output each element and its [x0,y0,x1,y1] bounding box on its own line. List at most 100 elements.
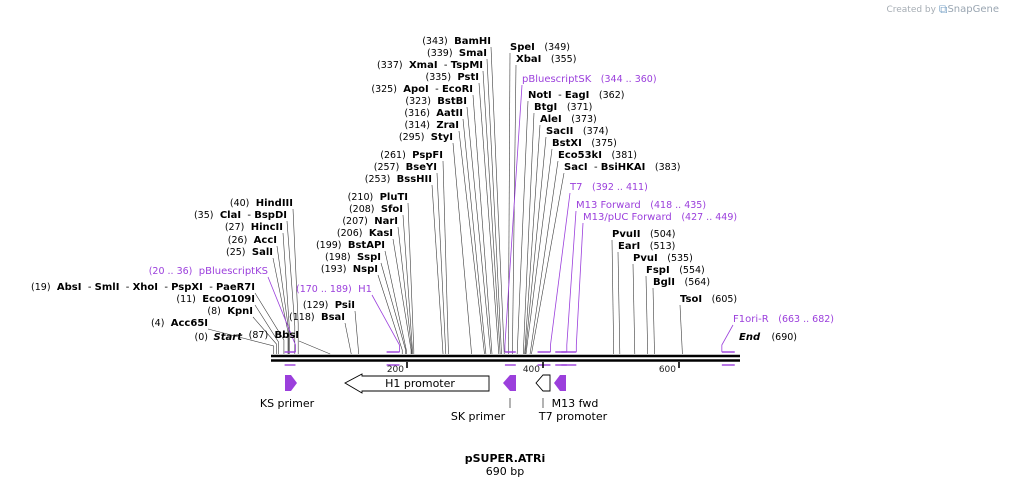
enzyme-nari[interactable]: NarI [374,216,398,227]
site-label-pvuii[interactable]: PvuII (504) [612,229,676,240]
site-label-bamhi[interactable]: (343) BamHI [422,36,491,47]
enzyme-pvuii[interactable]: PvuII [612,229,640,240]
enzyme-clai[interactable]: ClaI [220,210,241,221]
site-label-nari[interactable]: (207) NarI [342,216,398,227]
enzyme-psti[interactable]: PstI [457,72,479,83]
enzyme-hincii[interactable]: HincII [251,222,283,233]
feature-sk-primer[interactable]: SK primer [451,375,516,423]
primer-label-pbluescriptks[interactable]: (20 .. 36) pBluescriptKS [149,266,268,277]
site-label-smai[interactable]: (339) SmaI [427,48,487,59]
site-label-bgli[interactable]: BglI (564) [653,277,710,288]
site-label-bstapi[interactable]: (199) BstAPI [316,240,385,251]
enzyme-kpni[interactable]: KpnI [227,306,253,317]
site-label-bstxi[interactable]: BstXI (375) [552,138,617,149]
feature-ks-primer[interactable]: KS primer [260,375,315,410]
site-label-noti[interactable]: NotI - EagI (362) [528,90,624,101]
enzyme-bstxi[interactable]: BstXI [552,138,582,149]
enzyme-tspmi[interactable]: TspMI [451,60,483,71]
primer-label-h1[interactable]: (170 .. 189) H1 [296,284,372,295]
enzyme-smai[interactable]: SmaI [459,48,487,59]
site-label-acci[interactable]: (26) AccI [228,235,277,246]
feature-t7-promoter[interactable]: T7 promoter [535,374,608,423]
site-label-pspfi[interactable]: (261) PspFI [380,150,443,161]
enzyme-styi[interactable]: StyI [431,132,453,143]
enzyme-xmai[interactable]: XmaI [409,60,438,71]
enzyme-absi[interactable]: AbsI [57,282,82,293]
site-label-eari[interactable]: EarI (513) [618,241,675,252]
enzyme-ecori[interactable]: EcoRI [442,84,473,95]
enzyme-eari[interactable]: EarI [618,241,640,252]
enzyme-bgli[interactable]: BglI [653,277,675,288]
enzyme-pvui[interactable]: PvuI [633,253,658,264]
enzyme-acci[interactable]: AccI [254,235,277,246]
enzyme-tsoi[interactable]: TsoI [680,294,702,305]
enzyme-alei[interactable]: AleI [540,114,562,125]
enzyme-kasi[interactable]: KasI [369,228,393,239]
site-label-saci[interactable]: SacI - BsiHKAI (383) [564,162,680,173]
enzyme-saci[interactable]: SacI [564,162,588,173]
site-label-bbsi[interactable]: (87) BbsI [249,330,299,341]
enzyme-bbsi[interactable]: BbsI [275,330,299,341]
site-label-pluti[interactable]: (210) PluTI [348,192,408,203]
site-label-psii[interactable]: (129) PsiI [303,300,355,311]
enzyme-paer7i[interactable]: PaeR7I [216,282,255,293]
enzyme-apoi[interactable]: ApoI [403,84,429,95]
site-label-clai[interactable]: (35) ClaI - BspDI [194,210,287,221]
site-label-bstbi[interactable]: (323) BstBI [405,96,467,107]
site-label-sali[interactable]: (25) SalI [226,247,273,258]
site-label-psti[interactable]: (335) PstI [425,72,479,83]
primer-label-t7[interactable]: T7 (392 .. 411) [569,182,648,193]
site-label-aatii[interactable]: (316) AatII [404,108,463,119]
enzyme-sali[interactable]: SalI [252,247,273,258]
site-label-bsai[interactable]: (118) BsaI [289,312,345,323]
site-label-styi[interactable]: (295) StyI [399,132,453,143]
site-label-bseyi[interactable]: (257) BseYI [374,162,437,173]
site-label-fspi[interactable]: FspI (554) [646,265,705,276]
enzyme-aatii[interactable]: AatII [436,108,463,119]
site-label-kasi[interactable]: (206) KasI [337,228,393,239]
site-label-zrai[interactable]: (314) ZraI [404,120,459,131]
enzyme-smli[interactable]: SmlI [95,282,120,293]
enzyme-eagi[interactable]: EagI [565,90,589,101]
site-label-nspi[interactable]: (193) NspI [321,264,378,275]
enzyme-bstbi[interactable]: BstBI [437,96,467,107]
site-label-hindiii[interactable]: (40) HindIII [230,198,293,209]
site-label-btgi[interactable]: BtgI (371) [534,102,592,113]
site-label-acc65i[interactable]: (4) Acc65I [151,318,208,329]
primer-label-m13-puc-forward[interactable]: M13/pUC Forward (427 .. 449) [583,212,737,223]
enzyme-ecoo109i[interactable]: EcoO109I [202,294,255,305]
enzyme-sacii[interactable]: SacII [546,126,573,137]
enzyme-nspi[interactable]: NspI [353,264,378,275]
site-label-bsshii[interactable]: (253) BssHII [365,174,432,185]
enzyme-sspi[interactable]: SspI [357,252,381,263]
primer-label-f1ori-r[interactable]: F1ori-R (663 .. 682) [733,314,834,325]
site-label-sfoi[interactable]: (208) SfoI [349,204,403,215]
site-label-sacii[interactable]: SacII (374) [546,126,608,137]
enzyme-bspdi[interactable]: BspDI [254,210,287,221]
site-label-tsoi[interactable]: TsoI (605) [680,294,737,305]
primer-label-pbluescriptsk[interactable]: pBluescriptSK (344 .. 360) [522,74,657,85]
enzyme-fspi[interactable]: FspI [646,265,670,276]
site-label-absi[interactable]: (19) AbsI - SmlI - XhoI - PspXI - PaeR7I [31,282,255,293]
enzyme-bamhi[interactable]: BamHI [454,36,491,47]
enzyme-btgi[interactable]: BtgI [534,102,557,113]
enzyme-xhoi[interactable]: XhoI [133,282,158,293]
enzyme-pspfi[interactable]: PspFI [412,150,443,161]
site-label-pvui[interactable]: PvuI (535) [633,253,693,264]
enzyme-pspxi[interactable]: PspXI [171,282,203,293]
feature-h1-promoter[interactable]: H1 promoter [344,373,490,394]
site-label-kpni[interactable]: (8) KpnI [207,306,253,317]
enzyme-psii[interactable]: PsiI [335,300,355,311]
enzyme-spei[interactable]: SpeI [510,42,535,53]
site-label-ecoo109i[interactable]: (11) EcoO109I [176,294,255,305]
enzyme-bsai[interactable]: BsaI [321,312,345,323]
site-label-hincii[interactable]: (27) HincII [225,222,283,233]
enzyme-bstapi[interactable]: BstAPI [348,240,385,251]
enzyme-xbai[interactable]: XbaI [516,54,541,65]
site-label-apoi[interactable]: (325) ApoI - EcoRI [371,84,473,95]
enzyme-acc65i[interactable]: Acc65I [171,318,208,329]
site-label-eco53ki[interactable]: Eco53kI (381) [558,150,637,161]
enzyme-noti[interactable]: NotI [528,90,552,101]
enzyme-bseyi[interactable]: BseYI [406,162,437,173]
site-label-alei[interactable]: AleI (373) [540,114,597,125]
